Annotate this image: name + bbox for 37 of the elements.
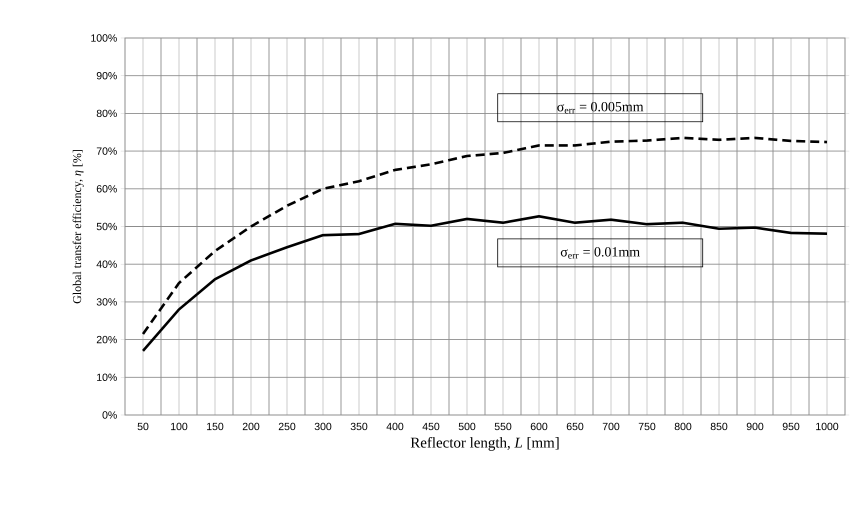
y-tick-label: 50% bbox=[96, 222, 117, 230]
x-tick-label: 900 bbox=[746, 422, 764, 430]
x-tick-label: 350 bbox=[350, 422, 368, 430]
x-tick-label: 550 bbox=[494, 422, 512, 430]
y-tick-label: 0% bbox=[102, 411, 117, 419]
x-tick-label: 250 bbox=[278, 422, 296, 430]
x-tick-label: 850 bbox=[710, 422, 728, 430]
x-tick-label: 50 bbox=[138, 422, 148, 430]
x-tick-label: 1000 bbox=[816, 422, 838, 430]
x-tick-label: 300 bbox=[314, 422, 332, 430]
y-tick-label: 30% bbox=[96, 298, 117, 306]
y-tick-label: 60% bbox=[96, 185, 117, 193]
y-tick-label: 100% bbox=[91, 34, 117, 42]
x-tick-label: 150 bbox=[207, 422, 224, 430]
x-tick-label: 450 bbox=[422, 422, 440, 430]
x-tick-label: 750 bbox=[638, 422, 656, 430]
y-tick-label: 90% bbox=[96, 72, 117, 80]
series-label: σ$_{err}$ = 0.01mm bbox=[560, 247, 640, 259]
x-tick-label: 650 bbox=[566, 422, 584, 430]
x-tick-label: 700 bbox=[602, 422, 620, 430]
x-tick-label: 400 bbox=[386, 422, 404, 430]
y-tick-label: 80% bbox=[96, 110, 117, 118]
y-tick-label: 10% bbox=[97, 374, 117, 382]
y-axis-title: Global transfer efficiency, η [%] bbox=[72, 150, 84, 304]
y-tick-label: 20% bbox=[96, 336, 117, 344]
x-tick-label: 100 bbox=[171, 422, 188, 430]
x-axis-title: Reflector length, L [mm] bbox=[410, 437, 559, 451]
x-tick-label: 500 bbox=[458, 422, 476, 430]
x-tick-label: 800 bbox=[674, 422, 692, 430]
x-tick-label: 950 bbox=[782, 422, 800, 430]
line-series bbox=[142, 215, 828, 352]
line-series bbox=[142, 136, 828, 336]
y-tick-label: 40% bbox=[96, 260, 117, 268]
x-tick-label: 200 bbox=[242, 422, 260, 430]
y-tick-label: 70% bbox=[96, 147, 117, 155]
x-tick-label: 600 bbox=[530, 422, 548, 430]
series-label: σ$_{err}$ = 0.005mm bbox=[557, 102, 644, 114]
